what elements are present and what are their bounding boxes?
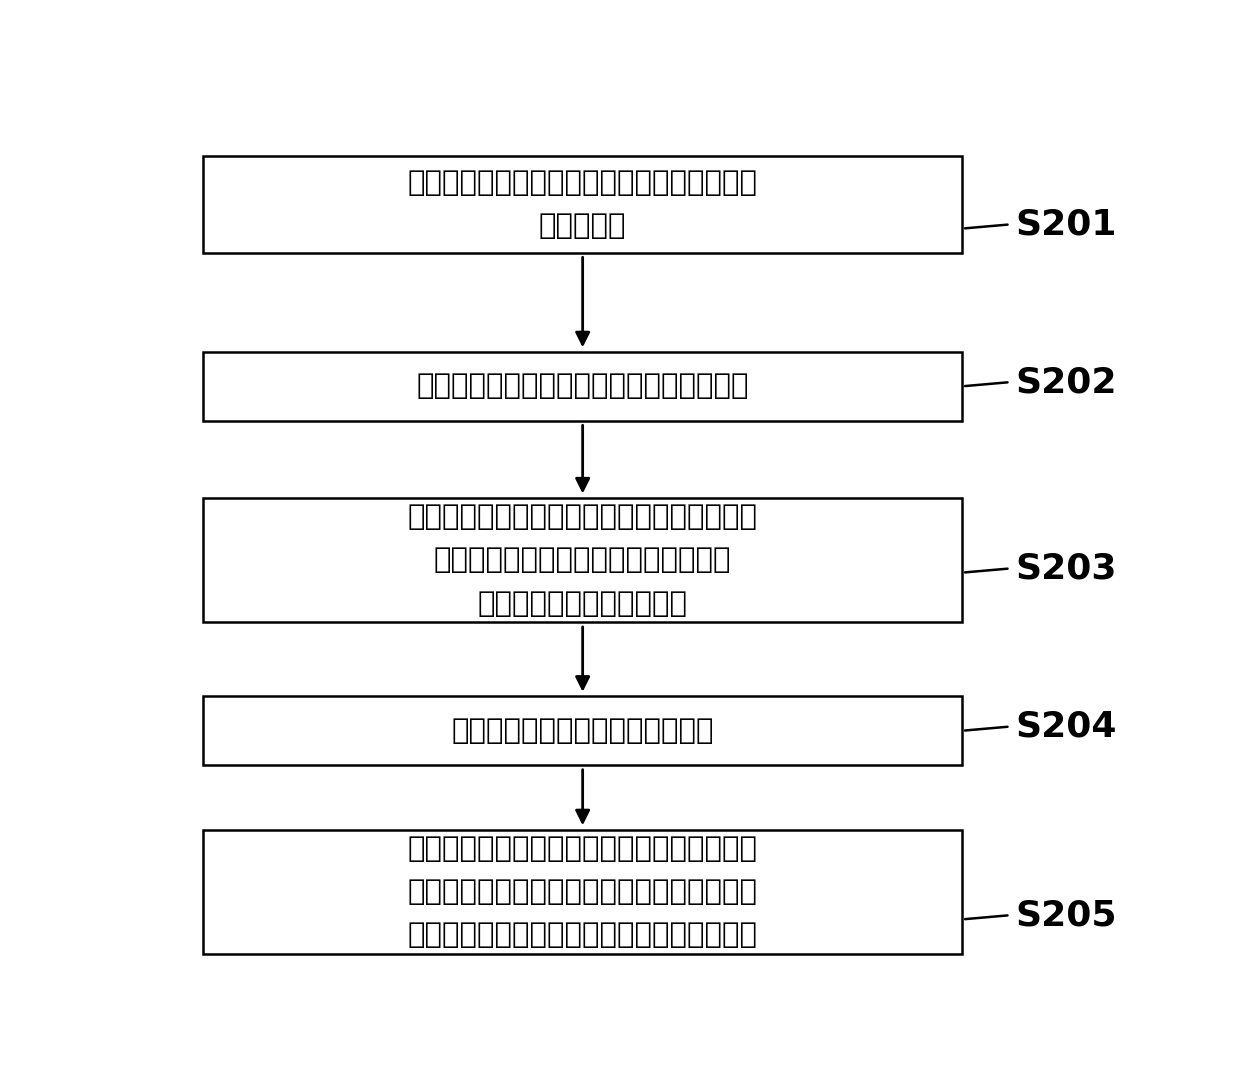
Text: 解析模式切换控制指令，获得所述模式类型: 解析模式切换控制指令，获得所述模式类型 [417,372,749,400]
Bar [203,830,962,955]
Text: S202: S202 [1016,365,1116,399]
Text: 当所述室内环境温度减去所述空调目标温度的
差值的绝对值小于设定温度时，根据所述模式
类型调节所述室内风机转速和所述导风板位置: 当所述室内环境温度减去所述空调目标温度的 差值的绝对值小于设定温度时，根据所述模… [408,835,758,949]
Text: 获取空调目标温度和室内环境温度: 获取空调目标温度和室内环境温度 [451,717,714,745]
Bar [203,352,962,421]
Text: 在自清洁模式下，获取包含模式类型的模式切
换控制指令: 在自清洁模式下，获取包含模式类型的模式切 换控制指令 [408,169,758,240]
Text: S204: S204 [1016,709,1116,744]
Text: S203: S203 [1016,551,1116,586]
Bar [203,497,962,622]
Text: S205: S205 [1016,898,1116,932]
Text: S201: S201 [1016,207,1116,241]
Bar [203,696,962,765]
Text: 当所述模式类型为自清洁模式时，维持当前运
行状态；否则，降低室内风机转速和／
或控制导风板避开用户送风: 当所述模式类型为自清洁模式时，维持当前运 行状态；否则，降低室内风机转速和／ 或… [408,503,758,618]
Bar [203,156,962,253]
